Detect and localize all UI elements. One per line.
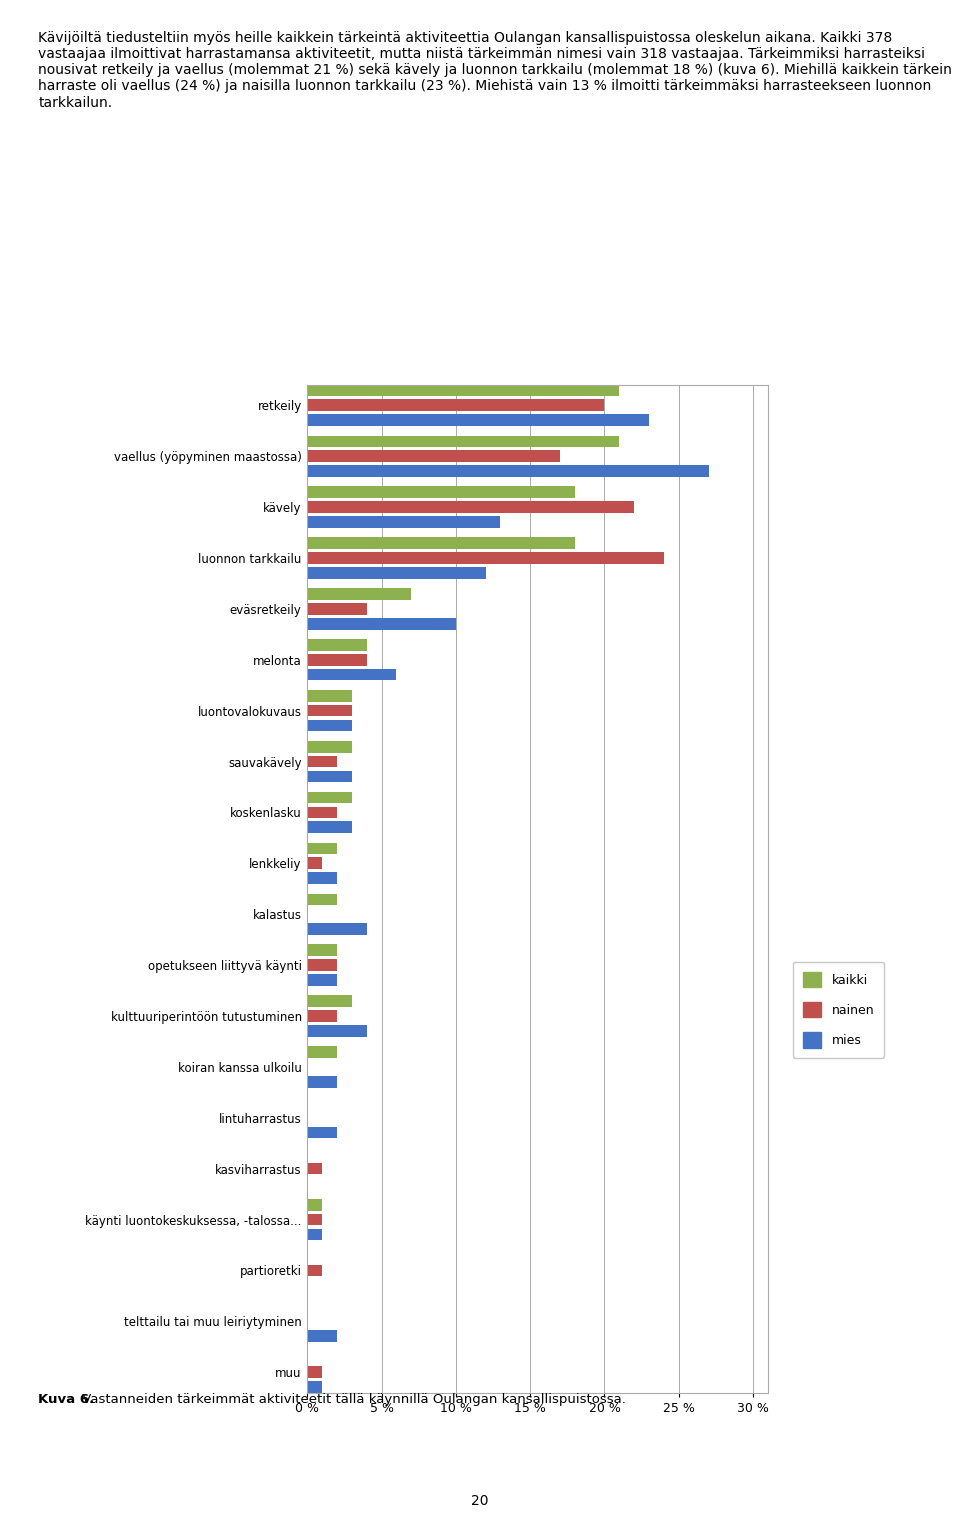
Bar	[307, 720, 351, 731]
Bar	[307, 436, 619, 448]
Bar	[307, 385, 619, 397]
Bar	[307, 1380, 322, 1393]
Bar	[307, 843, 337, 854]
Bar	[307, 502, 635, 512]
Bar	[307, 1047, 337, 1057]
Bar	[307, 1163, 322, 1174]
Bar	[307, 1076, 337, 1088]
Bar	[307, 894, 337, 905]
Bar	[307, 537, 575, 549]
Bar	[307, 740, 351, 753]
Bar	[307, 806, 337, 819]
Bar	[307, 516, 500, 528]
Bar	[307, 617, 456, 629]
Bar	[307, 1367, 322, 1377]
Bar	[307, 451, 560, 462]
Bar	[307, 1265, 322, 1276]
Bar	[307, 654, 367, 665]
Bar	[307, 771, 351, 782]
Bar	[307, 639, 367, 651]
Bar	[307, 588, 411, 600]
Bar	[307, 566, 486, 579]
Bar	[307, 1214, 322, 1225]
Bar	[307, 945, 337, 956]
Bar	[307, 974, 337, 986]
Bar	[307, 959, 337, 971]
Text: Kuva 6.: Kuva 6.	[38, 1393, 94, 1405]
Bar	[307, 465, 708, 477]
Bar	[307, 1199, 322, 1211]
Bar	[307, 857, 322, 870]
Text: Vastanneiden tärkeimmät aktiviteetit tällä käynnillä Oulangan kansallispuistossa: Vastanneiden tärkeimmät aktiviteetit täl…	[78, 1393, 626, 1405]
Bar	[307, 791, 351, 803]
Bar	[307, 996, 351, 1007]
Bar	[307, 486, 575, 499]
Bar	[307, 1010, 337, 1022]
Bar	[307, 603, 367, 614]
Bar	[307, 400, 605, 411]
Bar	[307, 1127, 337, 1139]
Text: 20: 20	[471, 1493, 489, 1508]
Bar	[307, 414, 649, 426]
Bar	[307, 756, 337, 768]
Bar	[307, 669, 396, 680]
Bar	[307, 923, 367, 934]
Bar	[307, 705, 351, 717]
Text: Kävijöiltä tiedusteltiin myös heille kaikkein tärkeintä aktiviteettia Oulangan k: Kävijöiltä tiedusteltiin myös heille kai…	[38, 31, 952, 109]
Legend: kaikki, nainen, mies: kaikki, nainen, mies	[793, 962, 884, 1057]
Bar	[307, 553, 664, 563]
Bar	[307, 1228, 322, 1240]
Bar	[307, 1025, 367, 1037]
Bar	[307, 1330, 337, 1342]
Bar	[307, 689, 351, 702]
Bar	[307, 873, 337, 883]
Bar	[307, 822, 351, 833]
